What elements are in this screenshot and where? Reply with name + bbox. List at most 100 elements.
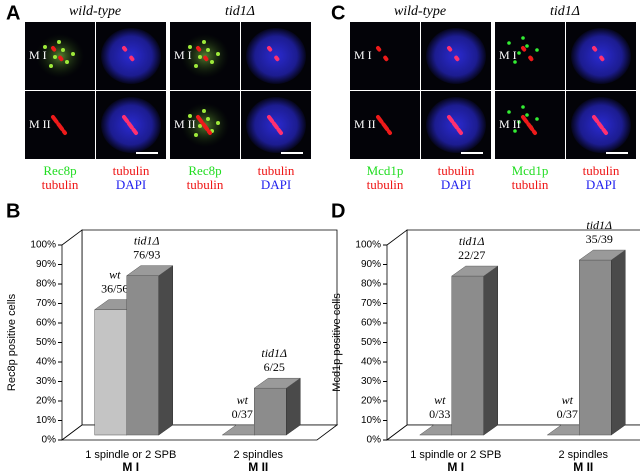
value-label: 36/56 <box>101 281 128 295</box>
spindle <box>51 115 67 135</box>
stain-label: tubulin <box>113 163 150 178</box>
speck <box>65 60 69 64</box>
series-label: tid1Δ <box>134 233 160 247</box>
series-label: tid1Δ <box>459 234 485 248</box>
value-label: 0/37 <box>232 407 253 421</box>
row-label: M I <box>174 48 192 62</box>
bar-top <box>125 265 174 276</box>
bar-front <box>451 275 484 436</box>
speck <box>525 44 529 48</box>
panel-letter: A <box>6 2 20 24</box>
bar <box>253 377 302 436</box>
value-label: 76/93 <box>133 247 160 261</box>
speck <box>535 117 539 121</box>
y-tick-label: 100% <box>30 240 56 251</box>
bar-front <box>254 387 287 436</box>
stain-label: Mcd1p <box>367 163 404 178</box>
column-title: tid1Δ <box>225 4 255 19</box>
bar-side <box>483 265 498 436</box>
stain-label: Rec8p <box>43 163 76 178</box>
x-phase-label: M I <box>447 460 464 474</box>
bar-front <box>579 259 612 436</box>
series-label: wt <box>562 393 574 407</box>
value-label: 0/37 <box>557 407 578 421</box>
y-tick-label: 70% <box>36 298 56 309</box>
y-tick-label: 0% <box>42 435 57 446</box>
y-tick-label: 70% <box>361 298 381 309</box>
speck <box>188 45 192 49</box>
y-tick-label: 40% <box>361 357 381 368</box>
y-tick-label: 80% <box>361 279 381 290</box>
bar <box>578 249 627 436</box>
row-label: M II <box>499 117 521 131</box>
x-phase-label: M I <box>122 460 139 474</box>
spindle <box>376 46 392 66</box>
stain-label: Rec8p <box>188 163 221 178</box>
x-tick-label: 1 spindle or 2 SPB <box>85 449 176 461</box>
stain-label: tubulin <box>42 177 79 192</box>
y-tick-label: 40% <box>36 357 56 368</box>
bar <box>125 265 174 436</box>
spindle <box>122 115 138 135</box>
speck <box>525 113 529 117</box>
spindle <box>196 46 212 66</box>
speck <box>202 109 206 113</box>
speck <box>198 55 202 59</box>
speck <box>521 105 525 109</box>
y-tick-label: 90% <box>36 259 56 270</box>
row-label: M I <box>29 48 47 62</box>
value-label: 22/27 <box>458 248 485 262</box>
side-wall <box>61 229 83 441</box>
speck <box>513 60 517 64</box>
speck <box>202 40 206 44</box>
series-label: tid1Δ <box>261 346 287 360</box>
y-tick-label: 100% <box>355 240 381 251</box>
bar-front <box>126 275 159 436</box>
column-title: wild-type <box>69 4 121 19</box>
panel-letter: D <box>331 200 345 222</box>
row-label: M II <box>354 117 376 131</box>
bar-front <box>94 309 127 436</box>
panel-letter: C <box>331 2 345 24</box>
y-tick-label: 80% <box>36 279 56 290</box>
x-tick-label: 2 spindles <box>558 449 608 461</box>
speck <box>43 45 47 49</box>
y-tick-label: 50% <box>36 337 56 348</box>
stain-label: tubulin <box>367 177 404 192</box>
stain-label: tubulin <box>187 177 224 192</box>
x-phase-label: M II <box>573 460 593 474</box>
spindle <box>592 46 608 66</box>
side-wall <box>386 229 408 441</box>
speck <box>49 64 53 68</box>
speck <box>188 114 192 118</box>
y-axis-label: Mcd1p positive cells <box>331 293 343 392</box>
y-tick-label: 20% <box>361 396 381 407</box>
row-label: M II <box>174 117 196 131</box>
column-title: tid1Δ <box>550 4 580 19</box>
speck <box>507 41 511 45</box>
stain-label: DAPI <box>586 177 616 192</box>
y-tick-label: 50% <box>361 337 381 348</box>
speck <box>194 64 198 68</box>
series-label: tid1Δ <box>586 218 612 232</box>
stain-label: DAPI <box>441 177 471 192</box>
spindle <box>521 115 537 135</box>
spindle <box>592 115 608 135</box>
row-label: M I <box>354 48 372 62</box>
speck <box>61 48 65 52</box>
speck <box>535 48 539 52</box>
speck <box>194 133 198 137</box>
value-label: 6/25 <box>264 360 285 374</box>
stain-label: DAPI <box>261 177 291 192</box>
speck <box>206 48 210 52</box>
speck <box>198 124 202 128</box>
speck <box>206 117 210 121</box>
bar-top <box>253 377 302 389</box>
speck <box>517 120 521 124</box>
speck <box>517 51 521 55</box>
x-phase-label: M II <box>248 460 268 474</box>
spindle <box>267 46 283 66</box>
y-tick-label: 90% <box>361 259 381 270</box>
spindle <box>122 46 138 66</box>
